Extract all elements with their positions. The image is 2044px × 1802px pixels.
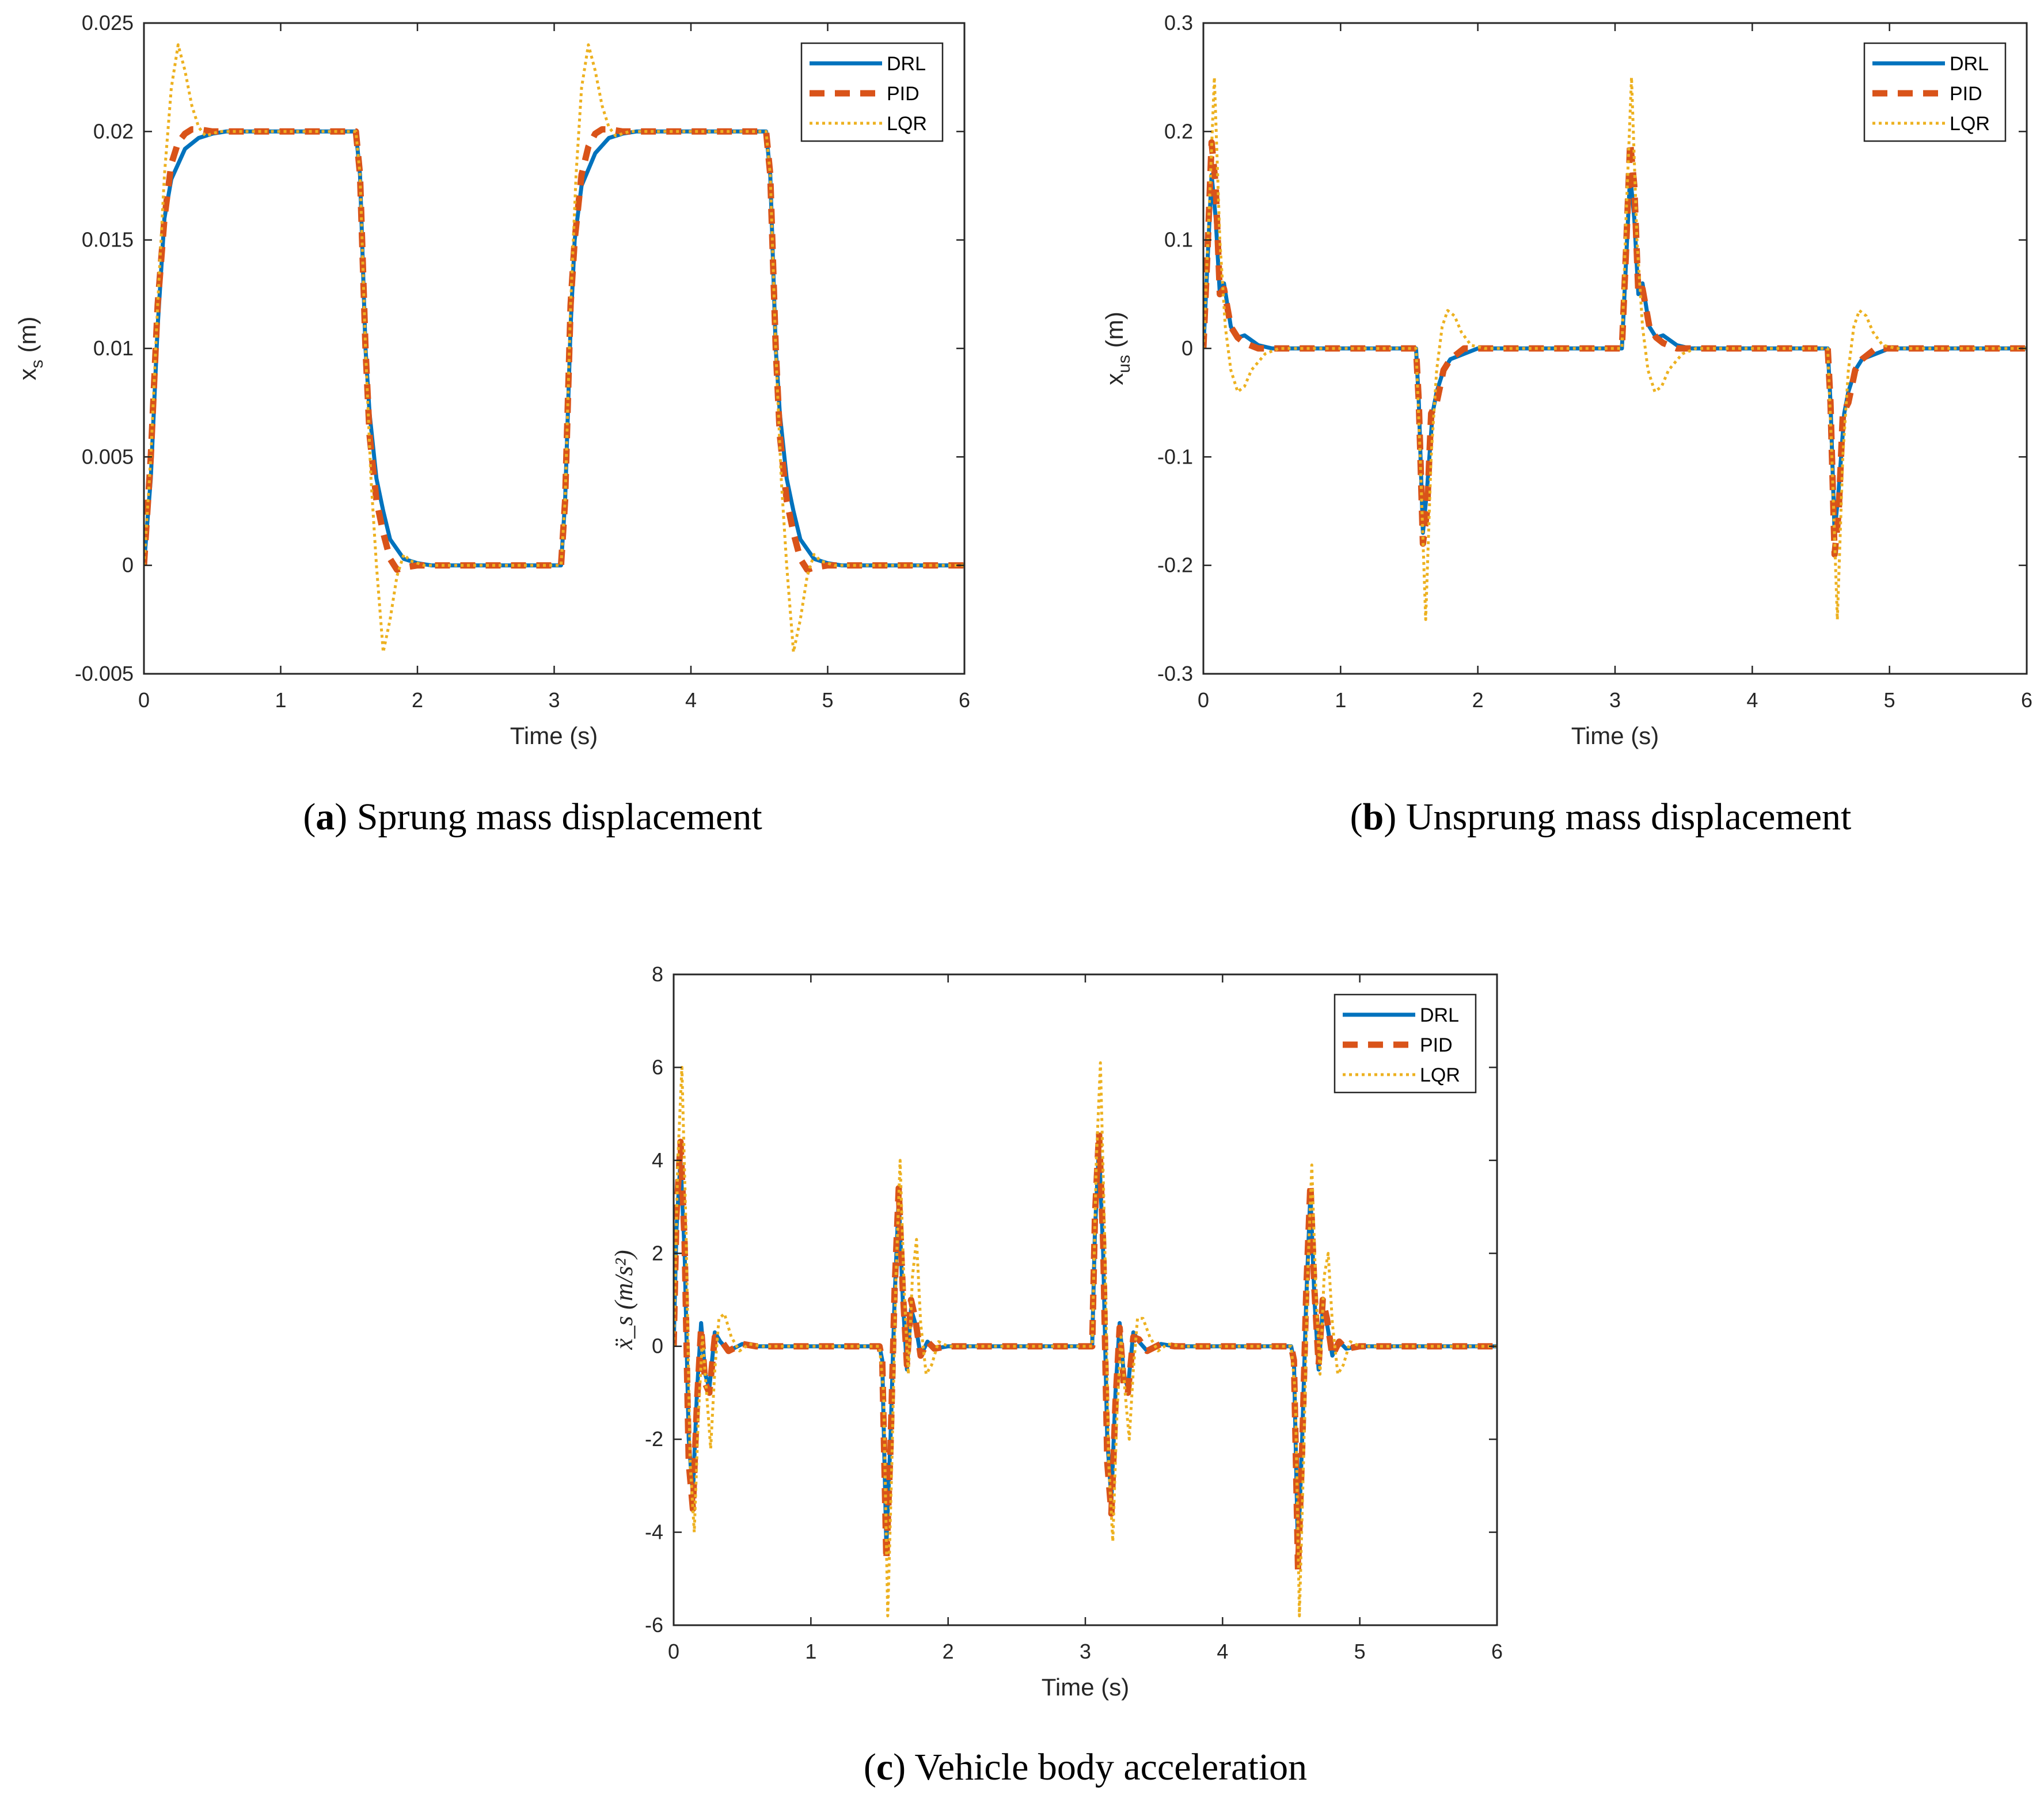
panel-c-xtick-label: 0 xyxy=(668,1640,679,1663)
panel-a-ytick-label: 0.005 xyxy=(82,445,134,468)
panel-b: 0 1 2 3 4 5 6 -0.3 -0.2 -0.1 0 0.1 0.2 0.3 Time (s) x… xyxy=(1101,11,2032,838)
panel-b-legend-label-pid: PID xyxy=(1950,83,1982,105)
panel-b-ytick-label: -0.3 xyxy=(1157,662,1193,685)
panel-b-series-lqr xyxy=(1203,75,2027,621)
panel-c: 0 1 2 3 4 5 6 -6 -4 -2 0 2 4 6 8 Time (s) ẍ_s (m/s²) D… xyxy=(610,962,1503,1788)
panel-a-series-pid xyxy=(144,126,964,573)
panel-a-legend-label-drl: DRL xyxy=(887,53,926,75)
panel-a-xtick-label: 2 xyxy=(412,688,423,712)
panel-b-legend-label-drl: DRL xyxy=(1950,53,1989,75)
panel-c-ticks: 0 1 2 3 4 5 6 -6 -4 -2 0 2 4 6 8 xyxy=(645,962,1503,1663)
panel-b-series-pid xyxy=(1203,139,2027,558)
panel-c-xtick-label: 2 xyxy=(943,1640,954,1663)
panel-b-ytick-label: 0 xyxy=(1181,336,1193,360)
panel-a-xtick-label: 0 xyxy=(138,688,150,712)
panel-c-series-lqr xyxy=(674,1061,1497,1618)
panel-c-ytick-label: 0 xyxy=(652,1334,663,1358)
panel-b-caption-letter: b xyxy=(1363,796,1384,838)
panel-c-legend-label-lqr: LQR xyxy=(1420,1064,1460,1086)
panel-a-ylabel: xs (m) xyxy=(14,317,47,381)
panel-b-ylabel-sub: us xyxy=(1115,355,1134,373)
panel-c-legend-label-pid: PID xyxy=(1420,1034,1453,1056)
panel-c-xtick-label: 6 xyxy=(1491,1640,1503,1663)
panel-b-xtick-label: 6 xyxy=(2021,688,2032,712)
panel-c-ytick-label: 4 xyxy=(652,1148,663,1172)
panel-b-ytick-label: -0.2 xyxy=(1157,553,1193,577)
panel-c-xtick-label: 4 xyxy=(1217,1640,1228,1663)
panel-b-series xyxy=(1203,75,2027,621)
panel-a-ytick-label: 0.025 xyxy=(82,11,134,35)
panel-c-legend: DRL PID LQR xyxy=(1333,993,1477,1094)
panel-c-ytick-label: 2 xyxy=(652,1241,663,1265)
panel-a-ylabel-unit: (m) xyxy=(14,317,41,353)
panel-b-legend-label-lqr: LQR xyxy=(1950,113,1990,135)
panel-a-xtick-label: 1 xyxy=(275,688,286,712)
panel-a-xtick-label: 3 xyxy=(548,688,560,712)
panel-c-ylabel: ẍ_s (m/s²) xyxy=(610,1250,638,1350)
panel-a-ylabel-main: x xyxy=(14,368,41,380)
panel-c-series-drl xyxy=(674,1144,1497,1558)
panel-a-legend: DRL PID LQR xyxy=(800,42,944,142)
panel-c-xtick-label: 3 xyxy=(1080,1640,1091,1663)
panel-a-caption-text: Sprung mass displacement xyxy=(357,796,762,838)
panel-b-xlabel: Time (s) xyxy=(1571,722,1659,749)
panel-a-legend-label-pid: PID xyxy=(887,83,920,105)
panel-b-ylabel-unit: (m) xyxy=(1101,312,1128,348)
panel-b-ticks: 0 1 2 3 4 5 6 -0.3 -0.2 -0.1 0 0.1 0.2 0.3 xyxy=(1157,11,2032,712)
panel-c-xlabel: Time (s) xyxy=(1042,1674,1129,1701)
panel-b-ylabel: xus (m) xyxy=(1101,312,1134,385)
panel-a-xtick-label: 6 xyxy=(959,688,970,712)
panel-b-xtick-label: 3 xyxy=(1609,688,1621,712)
panel-b-xtick-label: 5 xyxy=(1884,688,1895,712)
panel-c-ytick-label: -4 xyxy=(645,1520,663,1544)
panel-b-caption-text: Unsprung mass displacement xyxy=(1406,796,1852,838)
panel-b-legend: DRL PID LQR xyxy=(1863,42,2007,142)
panel-c-xtick-label: 5 xyxy=(1354,1640,1366,1663)
panel-a-xtick-label: 4 xyxy=(685,688,697,712)
panel-a-series-drl xyxy=(144,129,964,568)
panel-b-ytick-label: 0.1 xyxy=(1164,228,1193,252)
panel-c-legend-label-drl: DRL xyxy=(1420,1004,1459,1026)
panel-a-xlabel: Time (s) xyxy=(510,722,598,749)
panel-b-xtick-label: 4 xyxy=(1746,688,1758,712)
panel-c-caption-text: Vehicle body acceleration xyxy=(914,1746,1307,1788)
panel-b-caption: (b) Unsprung mass displacement xyxy=(1350,796,1852,838)
panel-a-ytick-label: 0.01 xyxy=(93,336,134,360)
panel-a-series xyxy=(144,43,964,654)
panel-c-series-pid xyxy=(674,1129,1497,1573)
panel-b-series-drl xyxy=(1203,173,2027,535)
panel-c-caption: (c) Vehicle body acceleration xyxy=(864,1746,1307,1788)
panel-b-xtick-label: 2 xyxy=(1472,688,1484,712)
panel-a-ytick-label: 0.015 xyxy=(82,228,134,252)
panel-c-ytick-label: 6 xyxy=(652,1055,663,1079)
panel-a-caption-letter: a xyxy=(316,796,335,838)
panel-b-ylabel-main: x xyxy=(1101,373,1128,385)
panel-c-ytick-label: -2 xyxy=(645,1427,663,1451)
panel-b-ytick-label: 0.2 xyxy=(1164,119,1193,143)
panel-a-ylabel-sub: s xyxy=(28,359,47,368)
panel-b-ytick-label: -0.1 xyxy=(1157,445,1193,468)
panel-a-xtick-label: 5 xyxy=(822,688,833,712)
panel-b-ytick-label: 0.3 xyxy=(1164,11,1193,35)
panel-a-ytick-label: 0.02 xyxy=(93,119,134,143)
panel-a-ytick-label: 0 xyxy=(122,553,134,577)
panel-a-ytick-label: -0.005 xyxy=(75,662,134,685)
panel-b-xtick-label: 1 xyxy=(1335,688,1346,712)
panel-c-xtick-label: 1 xyxy=(805,1640,816,1663)
panel-a-series-lqr xyxy=(144,43,964,654)
panel-c-ytick-label: -6 xyxy=(645,1613,663,1637)
panel-a-legend-label-lqr: LQR xyxy=(887,113,927,135)
panel-a-caption: (a) Sprung mass displacement xyxy=(303,796,762,838)
panel-c-series xyxy=(674,1061,1497,1618)
panel-b-xtick-label: 0 xyxy=(1198,688,1209,712)
panel-c-caption-letter: c xyxy=(876,1746,893,1788)
panel-c-ytick-label: 8 xyxy=(652,962,663,986)
